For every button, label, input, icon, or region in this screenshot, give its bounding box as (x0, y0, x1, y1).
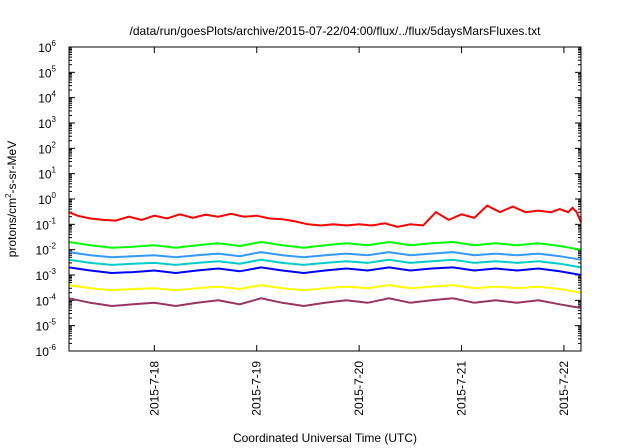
y-tick-label: 10-1 (36, 216, 57, 232)
y-tick-label-exponent: -2 (49, 242, 57, 251)
x-tick-label: 2015-7-22 (557, 361, 571, 416)
series-line-7 (68, 297, 582, 309)
chart-title: /data/run/goesPlots/archive/2015-07-22/0… (130, 24, 542, 38)
y-tick-label-base: 10 (36, 218, 50, 232)
y-tick-label: 105 (38, 64, 56, 80)
x-axis-ticks: 2015-7-18 2015-7-19 2015-7-20 2015-7-21 2015… (147, 47, 571, 416)
y-axis-label-prefix: protons/cm (5, 198, 19, 257)
y-tick-label-base: 10 (38, 168, 52, 182)
y-tick-label-base: 10 (36, 269, 50, 283)
y-tick-label: 10-4 (36, 292, 57, 308)
y-tick-label-base: 10 (36, 345, 50, 359)
y-tick-label-base: 10 (36, 244, 50, 258)
y-tick-label: 104 (38, 90, 56, 106)
y-tick-label-base: 10 (36, 320, 50, 334)
y-tick-label-base: 10 (38, 193, 52, 207)
y-tick-label: 106 (38, 39, 56, 55)
y-tick-label-exponent: -6 (49, 343, 57, 352)
y-tick-label-base: 10 (38, 41, 52, 55)
y-tick-label: 10-5 (36, 318, 57, 334)
y-tick-label-exponent: -1 (49, 216, 57, 225)
y-tick-label-exponent: 0 (52, 191, 57, 200)
y-tick-label: 10-3 (36, 267, 57, 283)
y-tick-label: 100 (38, 191, 56, 207)
plot-frame (68, 46, 582, 352)
series-line-1 (68, 204, 582, 228)
y-axis-label: protons/cm2-s-sr-MeV (4, 141, 19, 257)
x-axis-label: Coordinated Universal Time (UTC) (233, 431, 417, 445)
y-axis-label-superscript: 2 (4, 193, 13, 198)
y-tick-label-base: 10 (38, 142, 52, 156)
x-tick-label: 2015-7-21 (455, 361, 469, 416)
y-tick-label-exponent: -3 (49, 267, 57, 276)
y-tick-label: 10-6 (36, 343, 57, 359)
y-tick-label: 102 (38, 140, 56, 156)
y-tick-label-base: 10 (38, 117, 52, 131)
y-tick-label-exponent: 4 (52, 90, 57, 99)
series-line-5 (68, 266, 582, 276)
series-line-2 (68, 240, 582, 251)
series-line-4 (68, 258, 582, 269)
y-tick-label-exponent: 1 (52, 166, 57, 175)
y-tick-label-exponent: 3 (52, 115, 57, 124)
x-tick-label: 2015-7-18 (147, 361, 161, 416)
y-tick-label-base: 10 (38, 66, 52, 80)
y-tick-label-base: 10 (36, 294, 50, 308)
y-tick-label-exponent: -5 (49, 318, 57, 327)
y-tick-label-base: 10 (38, 92, 52, 106)
x-tick-label: 2015-7-20 (352, 361, 366, 416)
series-line-3 (68, 251, 582, 261)
y-tick-label: 103 (38, 115, 56, 131)
data-series (68, 204, 582, 309)
y-tick-label-exponent: 2 (52, 140, 57, 149)
y-tick-label: 101 (38, 166, 56, 182)
x-tick-label: 2015-7-19 (250, 361, 264, 416)
series-line-6 (68, 284, 582, 294)
y-axis-ticks: 10-610-510-410-310-210-11001011021031041… (36, 39, 581, 359)
y-tick-label-exponent: 6 (52, 39, 57, 48)
y-tick-label-exponent: -4 (49, 292, 57, 301)
y-axis-label-suffix: -s-sr-MeV (5, 141, 19, 194)
y-tick-label: 10-2 (36, 242, 57, 258)
y-tick-label-exponent: 5 (52, 64, 57, 73)
